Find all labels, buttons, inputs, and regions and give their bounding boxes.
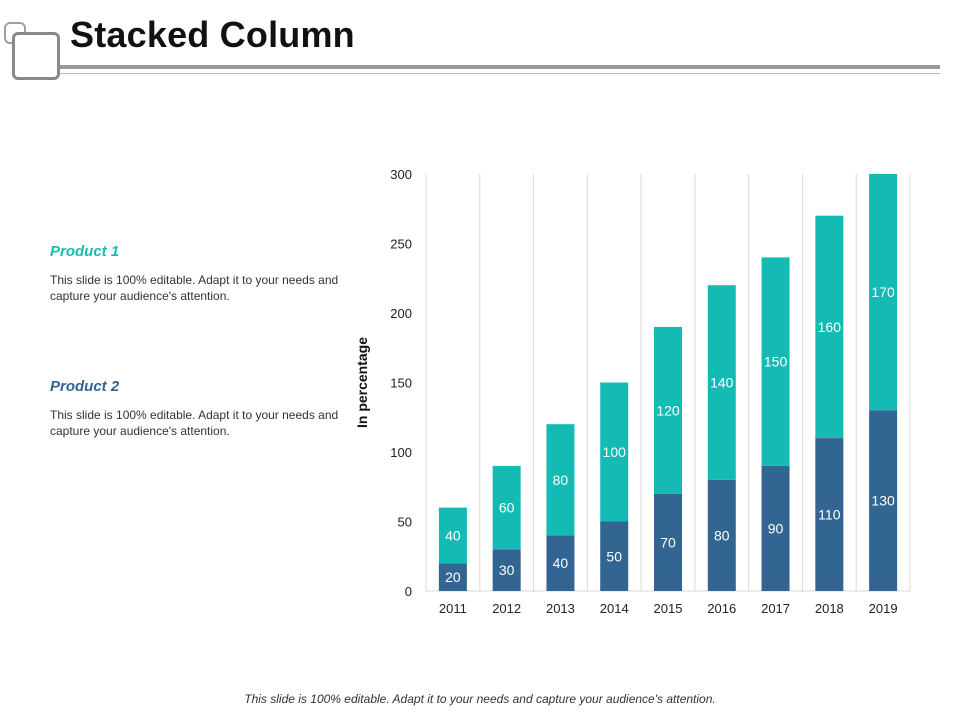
bar-product-2: [707, 479, 736, 591]
data-label: 120: [656, 402, 680, 418]
bar-product-1: [815, 215, 844, 439]
title-divider-thick: [60, 65, 940, 69]
x-tick-label: 2012: [492, 601, 521, 616]
footer-note: This slide is 100% editable. Adapt it to…: [244, 692, 716, 706]
y-tick-label: 50: [398, 515, 412, 530]
stacked-column-chart: 0 50 100 150 200 250 300 In percentage 20 40 2011 3…: [354, 167, 911, 616]
x-tick-label: 2014: [600, 601, 629, 616]
bar-product-1: [654, 326, 682, 494]
data-label: 110: [818, 507, 841, 523]
data-label: 30: [499, 562, 515, 578]
x-tick-label: 2016: [707, 601, 736, 616]
bar-product-1: [600, 382, 629, 522]
y-tick-label: 250: [390, 237, 412, 252]
data-label: 130: [871, 493, 895, 509]
bar-product-2: [815, 438, 844, 591]
product-2-description: Product 2 This slide is 100% editable. A…: [50, 378, 340, 439]
bar-product-1: [546, 424, 575, 536]
x-tick-label: 2013: [546, 601, 575, 616]
data-label: 40: [445, 527, 461, 543]
data-label: 70: [660, 534, 676, 550]
bar-product-2: [600, 521, 629, 591]
x-tick-label: 2017: [761, 601, 790, 616]
page-title: Stacked Column: [70, 14, 355, 55]
y-tick-label: 200: [390, 306, 412, 321]
bar-product-2: [546, 535, 575, 591]
x-tick-label: 2019: [869, 601, 898, 616]
data-label: 80: [714, 527, 730, 543]
bar-product-2: [438, 563, 467, 591]
y-tick-label: 150: [390, 376, 412, 391]
product-1-description: Product 1 This slide is 100% editable. A…: [50, 243, 340, 304]
data-label: 90: [768, 520, 784, 536]
data-label: 20: [445, 569, 461, 585]
bar-product-2: [869, 410, 898, 591]
x-tick-label: 2015: [654, 601, 683, 616]
data-label: 100: [603, 444, 627, 460]
bar-product-1: [869, 174, 898, 411]
data-label: 140: [710, 375, 734, 391]
data-label: 150: [764, 354, 788, 370]
decorative-square-large: [12, 32, 60, 80]
data-label: 80: [553, 472, 569, 488]
bar-product-1: [707, 285, 736, 480]
data-label: 170: [871, 284, 895, 300]
data-label: 50: [606, 548, 622, 564]
data-label: 160: [818, 319, 842, 335]
bar-product-1: [761, 257, 790, 466]
bar-product-2: [761, 465, 790, 591]
bar-product-1: [438, 507, 467, 564]
product-1-title: Product 1: [50, 243, 120, 260]
y-axis-title: In percentage: [354, 337, 370, 428]
product-2-text: This slide is 100% editable. Adapt it to…: [50, 408, 339, 438]
y-tick-label: 0: [405, 584, 412, 599]
y-tick-label: 100: [390, 445, 412, 460]
product-1-text: This slide is 100% editable. Adapt it to…: [50, 273, 339, 303]
y-tick-label: 300: [390, 167, 412, 182]
bar-product-2: [654, 493, 682, 591]
title-divider-thin: [60, 73, 940, 74]
bar-product-2: [492, 549, 521, 591]
x-tick-label: 2018: [815, 601, 844, 616]
product-2-title: Product 2: [50, 378, 120, 395]
bar-product-1: [492, 465, 521, 550]
x-tick-label: 2011: [439, 601, 467, 616]
data-label: 60: [499, 500, 515, 516]
data-label: 40: [553, 555, 569, 571]
